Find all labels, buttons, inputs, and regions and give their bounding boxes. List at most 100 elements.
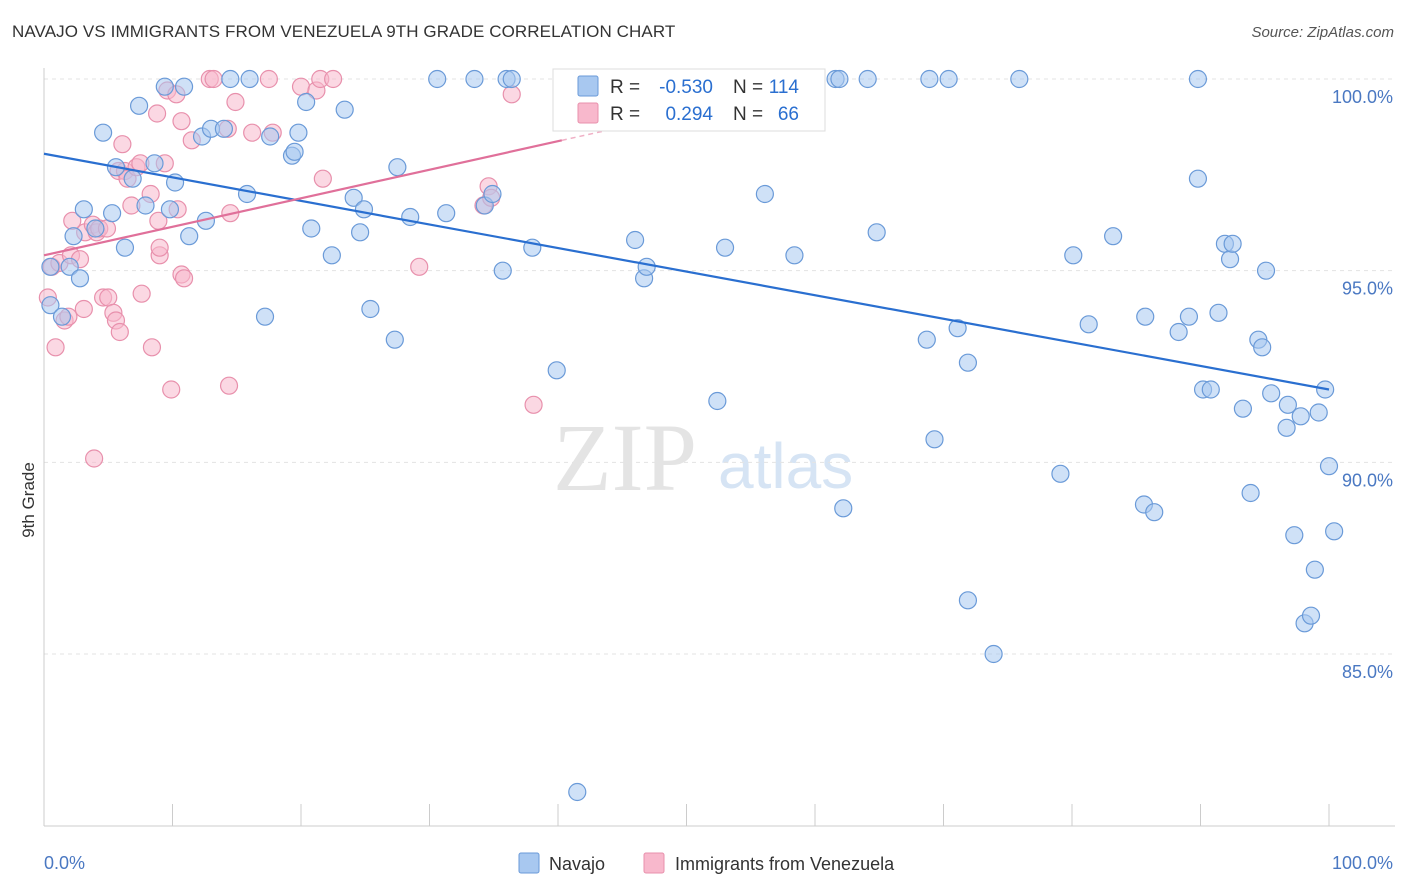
- navajo-point: [1301, 606, 1321, 625]
- navajo-point: [361, 299, 380, 319]
- navajo-point: [984, 644, 1003, 664]
- legend-n-label-2: N =: [733, 104, 763, 125]
- venezuela-point: [410, 257, 429, 276]
- navajo-point: [1285, 526, 1304, 545]
- navajo-point: [214, 119, 233, 138]
- legend-n-label-1: N =: [733, 77, 763, 98]
- bottom-legend-swatch-navajo: [518, 852, 540, 874]
- navajo-point: [830, 69, 849, 89]
- legend-n-value-1: 114: [769, 77, 800, 98]
- bottom-legend-label-venezuela: Immigrants from Venezuela: [675, 854, 895, 874]
- navajo-point: [858, 69, 877, 89]
- navajo-point: [1291, 407, 1310, 426]
- navajo-point: [547, 361, 566, 380]
- navajo-point: [221, 69, 240, 89]
- navajo-point: [129, 96, 149, 115]
- legend-swatch-navajo: [577, 75, 599, 97]
- navajo-point: [939, 69, 958, 89]
- venezuela-point: [313, 169, 332, 188]
- venezuela-point: [243, 123, 262, 142]
- navajo-point: [123, 169, 142, 188]
- navajo-point: [1136, 307, 1155, 326]
- navajo-point: [1278, 395, 1297, 414]
- y-axis-label: 9th Grade: [19, 462, 38, 538]
- y-tick-label-3: 85.0%: [1342, 662, 1393, 682]
- navajo-point: [1169, 322, 1188, 342]
- navajo-point: [925, 430, 944, 449]
- navajo-point: [708, 391, 727, 411]
- legend-r-value-1: -0.530: [659, 77, 713, 98]
- x-tick-label-max: 100.0%: [1332, 853, 1393, 873]
- navajo-point: [1201, 380, 1220, 399]
- legend-r-label-2: R =: [610, 104, 640, 125]
- venezuela-point: [110, 322, 129, 342]
- chart-source: Source: ZipAtlas.com: [1251, 24, 1394, 41]
- navajo-point: [145, 154, 164, 173]
- navajo-point: [103, 204, 122, 223]
- venezuela-point: [524, 395, 543, 414]
- series-legend: Navajo Immigrants from Venezuela: [518, 852, 895, 874]
- legend-r-label-1: R =: [610, 77, 640, 98]
- watermark-atlas: atlas: [718, 430, 853, 502]
- navajo-point: [1223, 234, 1242, 253]
- navajo-point: [70, 269, 90, 288]
- navajo-point: [74, 200, 93, 219]
- venezuela-point: [259, 69, 278, 89]
- navajo-point: [428, 69, 447, 89]
- navajo-point: [1277, 418, 1296, 437]
- navajo-point: [1220, 250, 1240, 269]
- navajo-point: [285, 142, 304, 161]
- bottom-legend-label-navajo: Navajo: [549, 854, 605, 874]
- venezuela-point: [132, 284, 151, 303]
- navajo-point: [1010, 69, 1029, 89]
- navajo-point: [1188, 69, 1208, 89]
- navajo-point: [1104, 227, 1123, 246]
- navajo-point: [160, 200, 180, 219]
- navajo-point: [354, 200, 374, 219]
- axes: [43, 68, 1395, 827]
- navajo-point: [302, 219, 321, 238]
- chart-title: NAVAJO VS IMMIGRANTS FROM VENEZUELA 9TH …: [12, 22, 676, 41]
- navajo-point: [502, 69, 521, 89]
- navajo-point: [1079, 315, 1098, 334]
- navajo-point: [958, 591, 978, 610]
- legend-swatch-venezuela: [577, 102, 599, 124]
- navajo-point: [920, 69, 939, 89]
- navajo-point: [64, 227, 83, 246]
- navajo-point: [344, 188, 363, 207]
- navajo-point: [297, 92, 316, 112]
- venezuela-point: [174, 269, 194, 288]
- navajo-point: [385, 330, 404, 349]
- navajo-point: [1209, 303, 1228, 322]
- navajo-point: [322, 246, 341, 265]
- venezuela-point: [502, 85, 521, 104]
- navajo-point: [1305, 560, 1324, 579]
- venezuela-point: [324, 69, 343, 89]
- navajo-point: [493, 261, 512, 280]
- navajo-point: [261, 127, 280, 146]
- venezuela-point: [204, 69, 223, 89]
- legend-r-value-2: 0.294: [665, 104, 713, 125]
- navajo-point: [289, 123, 308, 142]
- x-tick-label-min: 0.0%: [44, 853, 85, 873]
- navajo-point: [465, 69, 484, 89]
- navajo-point: [351, 223, 370, 242]
- bottom-legend-swatch-venezuela: [643, 852, 665, 874]
- navajo-point: [335, 100, 354, 119]
- navajo-point: [94, 123, 113, 142]
- venezuela-point: [46, 338, 65, 357]
- navajo-trend-line: [43, 152, 1330, 391]
- navajo-point: [1051, 464, 1070, 483]
- navajo-point: [483, 184, 502, 204]
- y-tick-label-1: 95.0%: [1342, 279, 1393, 299]
- navajo-point: [255, 307, 275, 326]
- legend-n-value-2: 66: [778, 104, 799, 125]
- navajo-point: [867, 223, 886, 242]
- y-tick-label-2: 90.0%: [1342, 470, 1393, 490]
- navajo-point: [240, 69, 259, 89]
- navajo-point: [1179, 307, 1199, 326]
- navajo-point: [41, 257, 60, 276]
- navajo-point: [1256, 261, 1276, 280]
- navajo-point: [1309, 403, 1328, 422]
